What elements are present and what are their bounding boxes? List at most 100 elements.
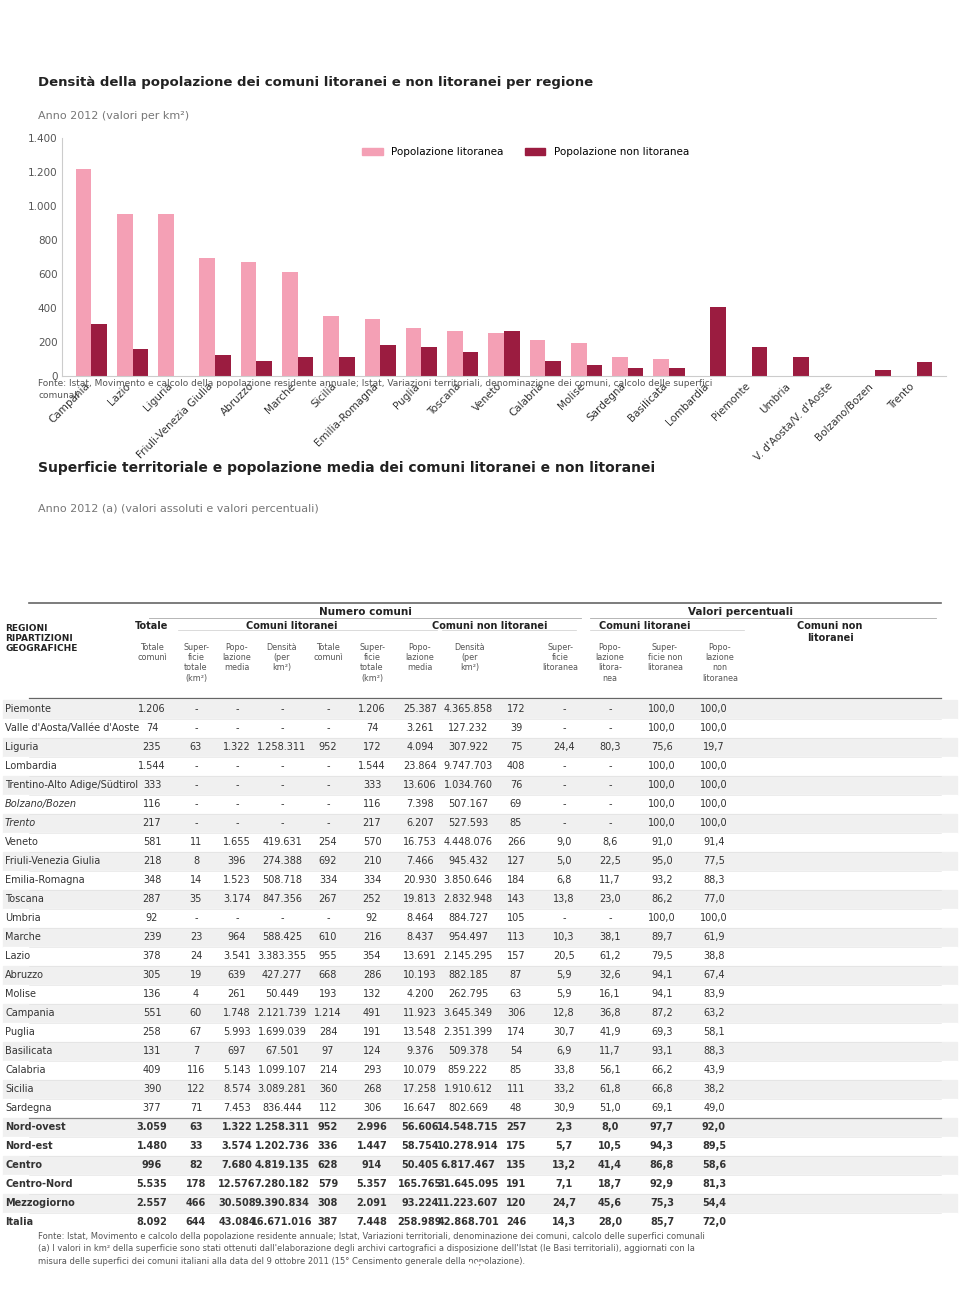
Text: 30.508: 30.508 bbox=[218, 1198, 255, 1209]
Text: 100,0: 100,0 bbox=[700, 780, 728, 791]
Text: 23.864: 23.864 bbox=[403, 761, 437, 771]
Bar bbox=[380, 344, 396, 377]
Bar bbox=[3, 1213, 957, 1232]
Text: 216: 216 bbox=[363, 933, 381, 942]
Text: 427.277: 427.277 bbox=[262, 970, 302, 980]
Text: 19,7: 19,7 bbox=[703, 742, 725, 752]
Text: 69,3: 69,3 bbox=[651, 1027, 673, 1037]
Text: 12.576: 12.576 bbox=[218, 1179, 255, 1189]
Text: -: - bbox=[563, 913, 565, 924]
Text: 38,2: 38,2 bbox=[703, 1085, 725, 1094]
Text: Densità
(per
km²): Densità (per km²) bbox=[267, 642, 298, 672]
Text: 955: 955 bbox=[319, 951, 337, 961]
Text: Mezzogiorno: Mezzogiorno bbox=[5, 1198, 75, 1209]
Text: -: - bbox=[609, 724, 612, 733]
Text: 191: 191 bbox=[363, 1027, 381, 1037]
Text: 8.574: 8.574 bbox=[223, 1085, 251, 1094]
Bar bbox=[215, 355, 230, 377]
Text: Valori percentuali: Valori percentuali bbox=[687, 608, 793, 618]
Text: 7.280.182: 7.280.182 bbox=[254, 1179, 309, 1189]
Bar bbox=[3, 851, 957, 871]
Text: -: - bbox=[194, 780, 198, 791]
Text: 882.185: 882.185 bbox=[448, 970, 488, 980]
Text: 54,4: 54,4 bbox=[702, 1198, 726, 1209]
Text: Super-
ficie
litoranea: Super- ficie litoranea bbox=[542, 642, 578, 672]
Text: 252: 252 bbox=[363, 894, 381, 904]
Text: 50.449: 50.449 bbox=[265, 989, 299, 1000]
Text: 945.432: 945.432 bbox=[448, 857, 488, 867]
Bar bbox=[298, 357, 313, 377]
Text: Fonte: Istat, Movimento e calcolo della popolazione residente annuale; Istat, Va: Fonte: Istat, Movimento e calcolo della … bbox=[38, 379, 712, 400]
Text: 92,0: 92,0 bbox=[702, 1122, 726, 1133]
Bar bbox=[917, 361, 932, 377]
Text: 193: 193 bbox=[319, 989, 337, 1000]
Text: 5.993: 5.993 bbox=[223, 1027, 251, 1037]
Text: 859.222: 859.222 bbox=[448, 1066, 488, 1076]
Text: 100,0: 100,0 bbox=[648, 913, 676, 924]
Text: 88,3: 88,3 bbox=[704, 875, 725, 885]
Text: Numero comuni: Numero comuni bbox=[319, 608, 412, 618]
Text: -: - bbox=[235, 724, 239, 733]
Text: 184: 184 bbox=[507, 875, 525, 885]
Text: 111: 111 bbox=[507, 1085, 525, 1094]
Text: -: - bbox=[326, 780, 329, 791]
Bar bbox=[282, 272, 298, 377]
Text: 93.224: 93.224 bbox=[401, 1198, 439, 1209]
Text: 135: 135 bbox=[506, 1161, 526, 1170]
Text: 4.819.135: 4.819.135 bbox=[254, 1161, 309, 1170]
Text: 25.387: 25.387 bbox=[403, 704, 437, 715]
Text: 10.193: 10.193 bbox=[403, 970, 437, 980]
Text: 2.351.399: 2.351.399 bbox=[444, 1027, 492, 1037]
Text: 61,9: 61,9 bbox=[704, 933, 725, 942]
Text: 952: 952 bbox=[319, 742, 337, 752]
Text: 954.497: 954.497 bbox=[448, 933, 488, 942]
Text: 527.593: 527.593 bbox=[448, 818, 488, 828]
Text: 1.258.311: 1.258.311 bbox=[254, 1122, 309, 1133]
Text: 257: 257 bbox=[506, 1122, 526, 1133]
Text: -: - bbox=[194, 724, 198, 733]
Text: Basilicata: Basilicata bbox=[5, 1046, 53, 1057]
Text: 100,0: 100,0 bbox=[700, 913, 728, 924]
Text: 92: 92 bbox=[146, 913, 158, 924]
Text: -: - bbox=[609, 704, 612, 715]
Text: 23: 23 bbox=[190, 933, 203, 942]
Text: 3.261: 3.261 bbox=[406, 724, 434, 733]
Text: -: - bbox=[235, 913, 239, 924]
Text: 127.232: 127.232 bbox=[448, 724, 488, 733]
Bar bbox=[3, 775, 957, 795]
Text: 1.322: 1.322 bbox=[223, 742, 251, 752]
Text: 75,6: 75,6 bbox=[651, 742, 673, 752]
Text: 28,0: 28,0 bbox=[598, 1218, 622, 1228]
Text: Puglia: Puglia bbox=[5, 1027, 35, 1037]
Text: 306: 306 bbox=[363, 1103, 381, 1113]
Text: -: - bbox=[609, 818, 612, 828]
Text: 13,2: 13,2 bbox=[552, 1161, 576, 1170]
Bar bbox=[669, 368, 684, 377]
Text: Anno 2012 (a) (valori assoluti e valori percentuali): Anno 2012 (a) (valori assoluti e valori … bbox=[38, 504, 319, 513]
Text: -: - bbox=[235, 780, 239, 791]
Text: Comuni litoranei: Comuni litoranei bbox=[247, 620, 338, 631]
Text: 33: 33 bbox=[189, 1142, 203, 1152]
Text: Fonte: Istat, Movimento e calcolo della popolazione residente annuale; Istat, Va: Fonte: Istat, Movimento e calcolo della … bbox=[38, 1232, 706, 1265]
Text: 692: 692 bbox=[319, 857, 337, 867]
Text: 2,3: 2,3 bbox=[556, 1122, 572, 1133]
Text: 10,5: 10,5 bbox=[598, 1142, 622, 1152]
Text: 95,0: 95,0 bbox=[651, 857, 673, 867]
Text: 334: 334 bbox=[319, 875, 337, 885]
Text: 63: 63 bbox=[190, 742, 203, 752]
Text: 85: 85 bbox=[510, 818, 522, 828]
Text: 61,8: 61,8 bbox=[599, 1085, 621, 1094]
Text: 23,0: 23,0 bbox=[599, 894, 621, 904]
Text: 884.727: 884.727 bbox=[448, 913, 488, 924]
Text: Totale
comunì: Totale comunì bbox=[313, 642, 343, 662]
Bar bbox=[3, 757, 957, 775]
Bar bbox=[3, 719, 957, 738]
Text: Veneto: Veneto bbox=[5, 837, 38, 848]
Text: 100,0: 100,0 bbox=[648, 818, 676, 828]
Bar bbox=[3, 1080, 957, 1099]
Bar bbox=[3, 1060, 957, 1080]
Text: 13,8: 13,8 bbox=[553, 894, 575, 904]
Bar bbox=[158, 214, 174, 377]
Text: Comuni non
litoranei: Comuni non litoranei bbox=[798, 620, 863, 642]
Text: Marche: Marche bbox=[5, 933, 41, 942]
